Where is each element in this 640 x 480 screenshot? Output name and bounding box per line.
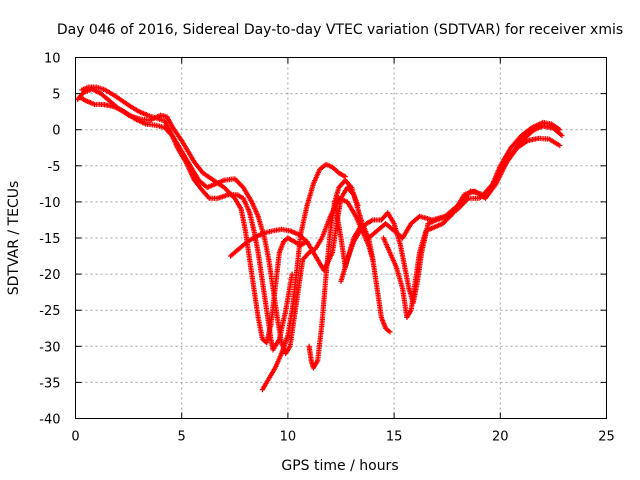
y-tick-label: -40 bbox=[39, 413, 60, 428]
x-tick-label: 10 bbox=[280, 430, 297, 445]
data-point bbox=[557, 142, 563, 149]
x-tick-label: 15 bbox=[386, 430, 403, 445]
y-tick-label: 0 bbox=[52, 124, 60, 139]
y-tick-label: -35 bbox=[39, 376, 60, 391]
x-tick-label: 0 bbox=[71, 430, 79, 445]
y-tick-label: -30 bbox=[39, 340, 60, 355]
x-tick-label: 5 bbox=[178, 430, 186, 445]
series-arc-9 bbox=[332, 123, 565, 270]
plot-frame bbox=[75, 57, 607, 419]
y-tick-label: -15 bbox=[39, 232, 60, 247]
data-point bbox=[386, 328, 392, 334]
series-arc-5 bbox=[259, 161, 348, 393]
series-arc-6 bbox=[306, 177, 393, 371]
tick-labels: 0 5 10 15 20 25 10 5 0 -5 -10 -15 -20 -25 -30 -35 -40 bbox=[39, 52, 615, 445]
x-tick-label: 20 bbox=[492, 430, 509, 445]
data-points bbox=[75, 84, 565, 393]
y-tick-label: 5 bbox=[52, 88, 60, 103]
y-axis-label: SDTVAR / TECUs bbox=[6, 181, 22, 296]
y-tick-label: 10 bbox=[44, 52, 61, 67]
chart-title: Day 046 of 2016, Sidereal Day-to-day VTE… bbox=[57, 22, 623, 38]
y-tick-label: -25 bbox=[39, 304, 60, 319]
data-point bbox=[387, 329, 393, 335]
y-tick-label: -20 bbox=[39, 268, 60, 283]
data-point bbox=[559, 132, 565, 139]
y-tick-label: -10 bbox=[39, 196, 60, 211]
y-tick-label: -5 bbox=[48, 160, 61, 175]
x-tick-label: 25 bbox=[598, 430, 615, 445]
series-arc-1 bbox=[75, 86, 310, 346]
x-axis-label: GPS time / hours bbox=[281, 458, 398, 474]
series-arc-3 bbox=[79, 84, 295, 353]
